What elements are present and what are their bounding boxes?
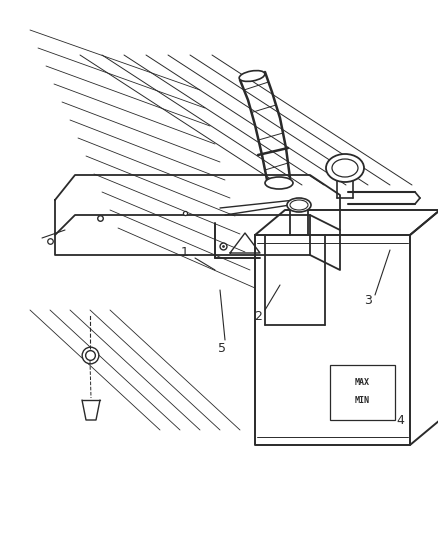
Text: 1: 1 — [181, 246, 189, 259]
Bar — [330, 365, 395, 420]
Ellipse shape — [239, 70, 265, 82]
FancyBboxPatch shape — [15, 15, 423, 518]
Ellipse shape — [332, 159, 358, 177]
Ellipse shape — [265, 177, 293, 189]
Ellipse shape — [326, 154, 364, 182]
Text: MIN: MIN — [355, 396, 370, 405]
Text: 3: 3 — [364, 294, 372, 306]
Text: 5: 5 — [218, 342, 226, 354]
Ellipse shape — [287, 198, 311, 212]
Text: 2: 2 — [254, 310, 262, 322]
Ellipse shape — [290, 200, 308, 210]
Text: MAX: MAX — [355, 378, 370, 387]
Text: 4: 4 — [396, 414, 404, 426]
